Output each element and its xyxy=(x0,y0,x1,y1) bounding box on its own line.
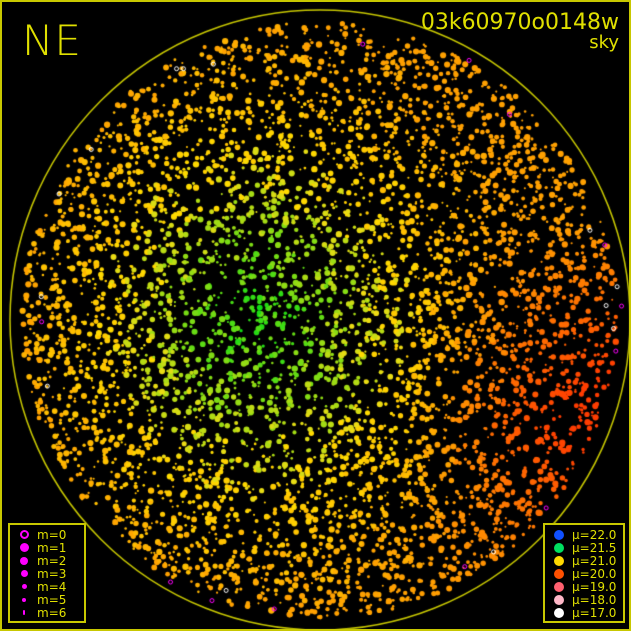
magnitude-label: m=3 xyxy=(37,566,67,581)
magnitude-legend-item: m=0 xyxy=(16,527,78,542)
mode-label: sky xyxy=(589,32,619,53)
color-dot-icon xyxy=(551,568,567,579)
magnitude-legend-item: m=1 xyxy=(16,540,78,555)
color-dot-icon xyxy=(551,555,567,566)
star-size-icon xyxy=(16,543,32,552)
brightness-label: μ=19.0 xyxy=(572,579,617,594)
brightness-legend-item: μ=19.0 xyxy=(551,579,617,594)
magnitude-legend-item: m=6 xyxy=(16,605,78,620)
magnitude-label: m=2 xyxy=(37,553,67,568)
magnitude-label: m=1 xyxy=(37,540,67,555)
color-dot-icon xyxy=(551,607,567,618)
magnitude-label: m=6 xyxy=(37,605,67,620)
brightness-legend-item: μ=21.0 xyxy=(551,553,617,568)
brightness-label: μ=18.0 xyxy=(572,592,617,607)
direction-label: NE xyxy=(22,16,82,65)
brightness-legend-item: μ=17.0 xyxy=(551,605,617,620)
star-size-icon xyxy=(16,584,32,589)
color-dot-icon xyxy=(551,542,567,553)
color-dot-icon xyxy=(551,529,567,540)
star-size-icon xyxy=(16,530,32,539)
brightness-legend-item: μ=22.0 xyxy=(551,527,617,542)
brightness-label: μ=22.0 xyxy=(572,527,617,542)
magnitude-label: m=0 xyxy=(37,527,67,542)
magnitude-label: m=4 xyxy=(37,579,67,594)
magnitude-legend-item: m=2 xyxy=(16,553,78,568)
brightness-legend-item: μ=20.0 xyxy=(551,566,617,581)
color-dot-icon xyxy=(551,581,567,592)
brightness-label: μ=17.0 xyxy=(572,605,617,620)
star-size-icon xyxy=(16,610,32,615)
star-size-icon xyxy=(16,570,32,577)
magnitude-legend-item: m=3 xyxy=(16,566,78,581)
star-size-icon xyxy=(16,597,32,602)
brightness-legend-item: μ=21.5 xyxy=(551,540,617,555)
color-dot-icon xyxy=(551,594,567,605)
magnitude-label: m=5 xyxy=(37,592,67,607)
star-size-icon xyxy=(16,556,32,565)
brightness-legend: μ=22.0 μ=21.5 μ=21.0 μ=20.0 μ=19.0 μ=18.0 μ=17… xyxy=(543,523,625,623)
brightness-label: μ=21.5 xyxy=(572,540,617,555)
frame-id: 03k60970o0148w xyxy=(420,10,619,35)
brightness-label: μ=21.0 xyxy=(572,553,617,568)
brightness-legend-item: μ=18.0 xyxy=(551,592,617,607)
magnitude-legend-item: m=4 xyxy=(16,579,78,594)
brightness-label: μ=20.0 xyxy=(572,566,617,581)
magnitude-legend: m=0 m=1 m=2 m=3 m=4 m=5 m=6 xyxy=(8,523,86,623)
magnitude-legend-item: m=5 xyxy=(16,592,78,607)
